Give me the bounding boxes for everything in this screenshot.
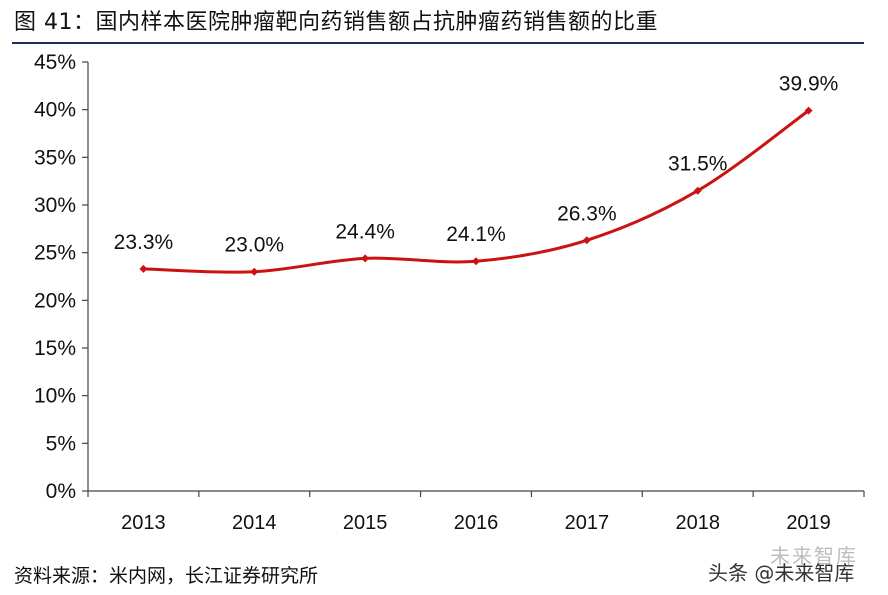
- x-tick-label: 2013: [121, 512, 166, 534]
- x-tick-label: 2017: [565, 512, 610, 534]
- data-label: 31.5%: [668, 153, 728, 176]
- data-label: 39.9%: [779, 73, 839, 96]
- y-tick-label: 45%: [34, 51, 76, 74]
- y-tick-label: 0%: [46, 480, 76, 503]
- x-tick-label: 2019: [786, 512, 831, 534]
- data-label: 24.4%: [335, 220, 395, 243]
- y-tick-label: 40%: [34, 99, 76, 122]
- data-point: [361, 254, 370, 263]
- data-point: [804, 106, 813, 115]
- data-label: 26.3%: [557, 202, 617, 225]
- y-tick-label: 10%: [34, 385, 76, 408]
- chart-axes: [87, 62, 864, 492]
- x-tick-label: 2015: [343, 512, 388, 534]
- x-tick-label: 2016: [454, 512, 499, 534]
- y-tick-label: 15%: [34, 337, 76, 360]
- data-point: [693, 186, 702, 195]
- watermark-logo: 未来智库: [770, 544, 858, 568]
- source-note: 资料来源：米内网，长江证券研究所: [14, 565, 319, 587]
- data-point: [250, 267, 259, 276]
- y-axis-ticks: 0% 5% 10% 15% 20% 25% 30% 35% 40% 45%: [34, 51, 88, 503]
- y-tick-label: 5%: [46, 432, 76, 455]
- y-tick-label: 20%: [34, 289, 76, 312]
- data-labels: 23.3% 23.0% 24.4% 24.1% 26.3% 31.5% 39.9%: [114, 73, 839, 257]
- chart-title: 图 41：国内样本医院肿瘤靶向药销售额占抗肿瘤药销售额的比重: [14, 10, 658, 35]
- data-label: 23.3%: [114, 231, 174, 254]
- data-label: 24.1%: [446, 223, 506, 246]
- series-layer: [139, 106, 813, 276]
- data-point: [472, 257, 480, 266]
- y-tick-label: 30%: [34, 194, 76, 217]
- y-tick-label: 25%: [34, 242, 76, 265]
- x-tick-label: 2018: [675, 512, 720, 534]
- title-divider: [12, 42, 864, 44]
- x-tick-label: 2014: [232, 512, 277, 534]
- data-label: 23.0%: [225, 234, 285, 257]
- data-point: [139, 264, 148, 273]
- y-tick-label: 35%: [34, 146, 76, 169]
- watermark-text: 头条 @未来智库: [708, 561, 855, 585]
- data-point: [582, 236, 591, 245]
- x-axis-ticks: 2013 2014 2015 2016 2017 2018 2019: [87, 491, 865, 534]
